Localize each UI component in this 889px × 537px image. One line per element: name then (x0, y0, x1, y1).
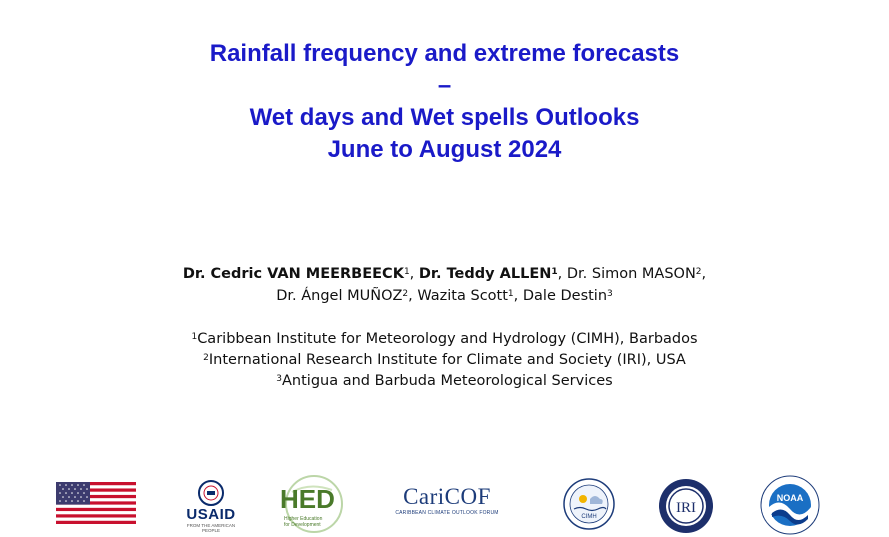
author-sep: , (557, 266, 567, 282)
affiliation-sup: 2 (203, 353, 209, 363)
noaa-logo: NOAA (760, 475, 820, 535)
author-sup: 1 (551, 267, 558, 277)
affiliation-text: Caribbean Institute for Meteorology and … (197, 331, 698, 347)
author-name: Dr. Simon MASON (566, 266, 696, 282)
author-sep: , (408, 288, 418, 304)
usaid-name: USAID (186, 506, 236, 523)
cimh-logo: CIMH (563, 478, 615, 530)
author-name: Dale Destin (522, 288, 608, 304)
title-line-3: Wet days and Wet spells Outlooks (249, 104, 640, 131)
author-sup: 3 (607, 289, 613, 299)
author-name: Dr. Ángel MUÑOZ (276, 288, 403, 304)
author-sep: , (513, 288, 523, 304)
title-line-2: – (437, 72, 452, 99)
title-line-1: Rainfall frequency and extreme forecasts (209, 40, 680, 67)
author-name: Wazita Scott (417, 288, 508, 304)
affiliation-sup: 1 (191, 332, 198, 342)
affiliation-line: 2International Research Institute for Cl… (0, 350, 889, 371)
title-block: Rainfall frequency and extreme forecasts… (0, 38, 889, 166)
usaid-tagline: FROM THE AMERICAN PEOPLE (186, 523, 236, 533)
authors-line-1: Dr. Cedric VAN MEERBEECK1, Dr. Teddy ALL… (0, 263, 889, 285)
affiliation-text: Antigua and Barbuda Meteorological Servi… (282, 373, 613, 389)
cimh-name: CIMH (581, 514, 596, 520)
hed-subtitle: Higher Education for Development (284, 516, 322, 528)
noaa-name: NOAA (777, 493, 804, 503)
author-name: Dr. Cedric VAN MEERBEECK (182, 266, 404, 282)
author-sup: 2 (695, 267, 702, 277)
affiliation-sup: 3 (276, 374, 283, 384)
hed-subtitle-line: for Development (284, 522, 321, 528)
caricof-name: CariCOF (403, 484, 491, 509)
affiliation-line: 3Antigua and Barbuda Meteorological Serv… (0, 371, 889, 392)
logo-row: USAID FROM THE AMERICAN PEOPLE HED Highe… (0, 468, 889, 537)
hed-logo: HED Higher Education for Development (280, 472, 344, 534)
iri-logo: IRI (659, 479, 713, 533)
caricof-logo: CariCOF CARIBBEAN CLIMATE OUTLOOK FORUM (392, 484, 502, 516)
caricof-subtitle: CARIBBEAN CLIMATE OUTLOOK FORUM (395, 510, 499, 516)
hed-globe-icon (285, 475, 343, 533)
author-sep: , (701, 266, 707, 282)
author-sup: 1 (507, 289, 514, 299)
affiliations: 1Caribbean Institute for Meteorology and… (0, 329, 889, 392)
authors-line-2: Dr. Ángel MUÑOZ2, Wazita Scott1, Dale De… (0, 285, 889, 307)
hed-subtitle-line: Higher Education (284, 516, 323, 522)
usaid-seal-icon (198, 480, 224, 506)
iri-name: IRI (676, 500, 696, 516)
title-line-4: June to August 2024 (327, 136, 562, 163)
hed-name: HED (280, 484, 335, 514)
author-sup: 2 (402, 289, 409, 299)
author-sup: 1 (403, 267, 410, 277)
usaid-logo: USAID FROM THE AMERICAN PEOPLE (180, 480, 242, 533)
affiliation-line: 1Caribbean Institute for Meteorology and… (0, 329, 889, 350)
author-name: Dr. Teddy ALLEN (418, 266, 552, 282)
affiliation-text: International Research Institute for Cli… (208, 352, 686, 368)
us-flag-logo (56, 482, 136, 524)
author-sep: , (409, 266, 419, 282)
authors: Dr. Cedric VAN MEERBEECK1, Dr. Teddy ALL… (0, 263, 889, 307)
